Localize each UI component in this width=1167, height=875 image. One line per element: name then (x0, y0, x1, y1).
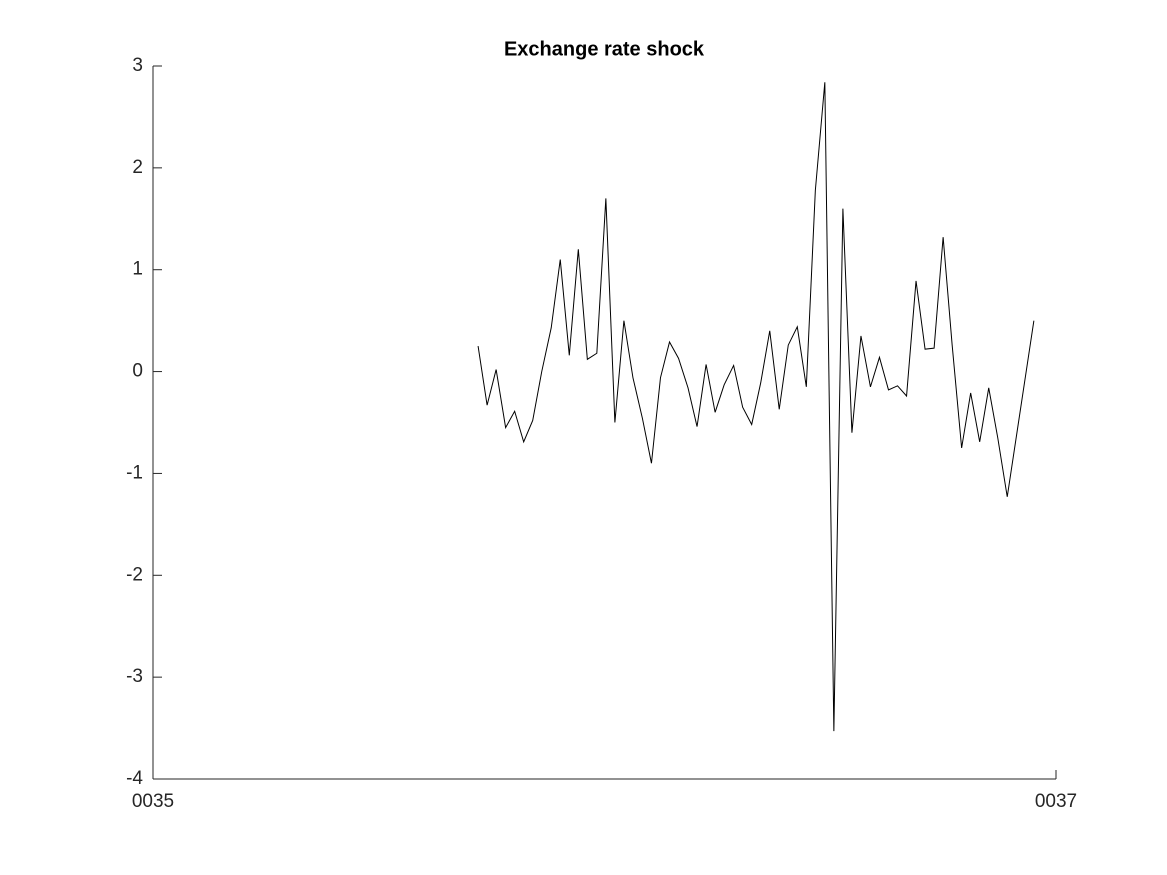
y-tick-label: 3 (132, 55, 143, 76)
y-tick-label: -1 (126, 462, 143, 483)
y-tick-label: -2 (126, 564, 143, 585)
y-tick-label: 0 (132, 361, 143, 382)
y-tick-label: -3 (126, 666, 143, 687)
y-tick-label: -4 (126, 768, 143, 789)
y-tick-label: 2 (132, 157, 143, 178)
line-series (477, 82, 1035, 732)
x-tick-label: 0037 (1035, 791, 1077, 812)
chart-title: Exchange rate shock (504, 38, 705, 60)
y-tick-label: 1 (132, 259, 143, 280)
x-tick-label: 0035 (132, 791, 174, 812)
